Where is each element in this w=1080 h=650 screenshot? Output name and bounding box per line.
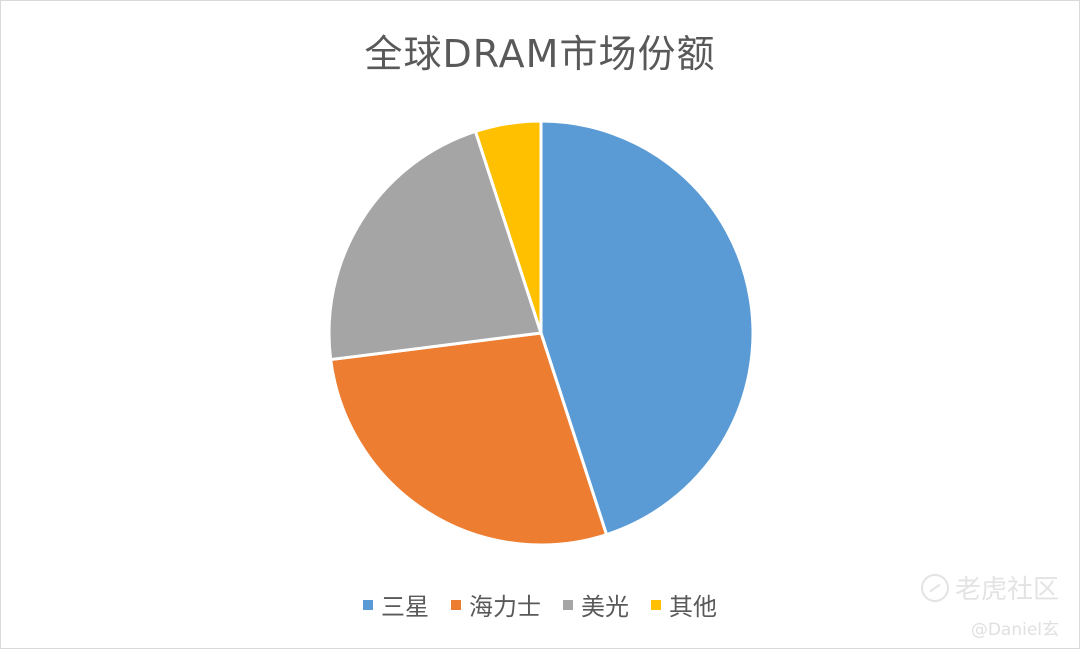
legend-swatch-0	[363, 599, 373, 610]
legend-label-1: 海力士	[469, 593, 541, 621]
tiger-logo-icon	[920, 573, 949, 602]
legend-swatch-1	[451, 599, 461, 610]
legend-label-0: 三星	[381, 593, 429, 621]
legend-swatch-2	[563, 599, 573, 610]
watermark-user: @Daniel玄	[970, 620, 1059, 640]
watermark-brand-text: 老虎社区	[954, 575, 1059, 605]
legend-item-3: 其他	[651, 587, 717, 622]
pie-slice-1	[329, 331, 609, 547]
chart-legend: 三星 海力士 美光 其他	[1, 587, 1079, 622]
legend-item-1: 海力士	[451, 587, 541, 622]
pie-slice-3	[473, 119, 543, 335]
chart-title: 全球DRAM市场份额	[364, 32, 716, 76]
pie-slice-0	[539, 119, 755, 537]
pie-slice-2	[327, 129, 543, 362]
watermark-brand: 老虎社区	[920, 569, 1059, 606]
legend-swatch-3	[651, 599, 661, 610]
legend-item-2: 美光	[563, 587, 629, 622]
legend-label-2: 美光	[581, 593, 629, 621]
legend-label-3: 其他	[669, 593, 717, 621]
legend-item-0: 三星	[363, 587, 429, 622]
